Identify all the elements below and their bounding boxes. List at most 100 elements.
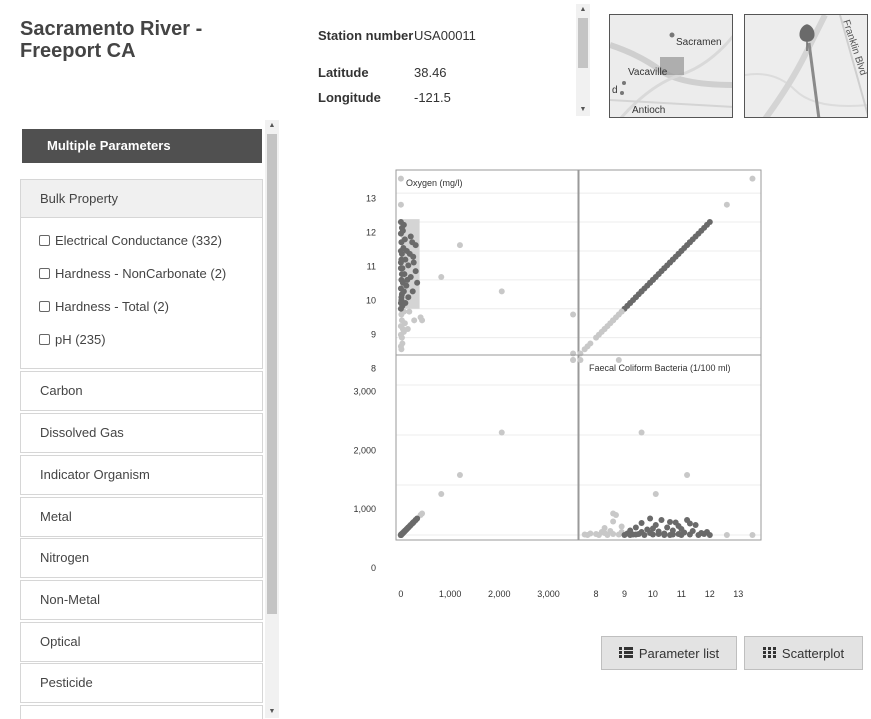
y-tick-label: 10 [366, 295, 376, 305]
checkbox[interactable] [39, 301, 50, 312]
data-point [669, 256, 676, 263]
map-label-antioch: Antioch [632, 105, 665, 116]
scroll-down-arrow-icon[interactable]: ▼ [579, 106, 587, 113]
sidebar-group-indicator-organism[interactable]: Indicator Organism [20, 455, 263, 495]
sidebar-group-partial [20, 705, 263, 719]
station-info-panel: Station number USA00011 Latitude 38.46 L… [318, 10, 590, 118]
checkbox[interactable] [39, 235, 50, 246]
station-number-row: Station number USA00011 [318, 10, 476, 60]
data-point [655, 531, 662, 537]
data-point [570, 357, 577, 363]
y-tick-label: 9 [371, 330, 376, 340]
data-point [658, 517, 665, 523]
overview-map[interactable]: Sacramen Vacaville d Antioch [609, 14, 733, 118]
x-tick-label: 2,000 [488, 589, 511, 599]
scroll-up-arrow-icon[interactable]: ▲ [268, 122, 276, 129]
scatterplot-matrix-canvas[interactable]: Oxygen (mg/l) Faecal Coliform Bacteria (1… [330, 150, 810, 610]
data-point [405, 262, 412, 269]
x-tick-label: 8 [594, 589, 599, 599]
data-point [498, 288, 505, 295]
data-point [409, 239, 416, 246]
sidebar-group-bulk-property: Bulk Property Electrical Conductance (33… [20, 179, 263, 369]
scrollbar-thumb[interactable] [578, 18, 588, 68]
y-tick-label: 12 [366, 227, 376, 237]
data-point [638, 429, 645, 436]
station-info-scrollbar[interactable]: ▲ ▼ [576, 4, 590, 116]
scroll-down-arrow-icon[interactable]: ▼ [268, 708, 276, 715]
scrollbar-thumb[interactable] [267, 134, 277, 614]
data-point [627, 299, 634, 306]
longitude-label: Longitude [318, 90, 381, 105]
checkbox[interactable] [39, 334, 50, 345]
data-point [411, 317, 418, 324]
data-point [570, 311, 577, 318]
sidebar-group-nitrogen[interactable]: Nitrogen [20, 538, 263, 578]
scroll-up-arrow-icon[interactable]: ▲ [579, 6, 587, 13]
sidebar-header-multiple-parameters[interactable]: Multiple Parameters [22, 129, 262, 163]
data-point [641, 532, 648, 538]
scatterplot-matrix[interactable]: Oxygen (mg/l) Faecal Coliform Bacteria (1… [330, 150, 810, 615]
latitude-label: Latitude [318, 65, 369, 80]
data-point [686, 239, 693, 246]
sidebar-group-dissolved-gas[interactable]: Dissolved Gas [20, 413, 263, 453]
data-point [584, 343, 591, 350]
data-point [661, 265, 668, 272]
data-point [397, 201, 404, 208]
data-point [584, 532, 591, 538]
sidebar-group-pesticide[interactable]: Pesticide [20, 663, 263, 703]
variable-label: Oxygen (mg/l) [406, 178, 463, 188]
sidebar-scrollbar[interactable]: ▲ ▼ [265, 120, 279, 718]
data-point [601, 325, 608, 332]
data-point [398, 276, 405, 283]
sidebar-group-metal[interactable]: Metal [20, 497, 263, 537]
data-point [632, 531, 639, 538]
data-point [407, 233, 414, 240]
param-label: Hardness - Total (2) [55, 299, 169, 314]
y-tick-label: 11 [367, 261, 376, 271]
checkbox[interactable] [39, 268, 50, 279]
sidebar-group-optical[interactable]: Optical [20, 622, 263, 662]
data-point [706, 219, 713, 226]
data-point [398, 256, 405, 263]
data-point [723, 532, 730, 538]
data-point [438, 491, 445, 497]
param-label: pH (235) [55, 332, 106, 347]
param-label: Hardness - NonCarbonate (2) [55, 266, 227, 281]
param-ph[interactable]: pH (235) [21, 323, 262, 356]
grid-icon [762, 646, 776, 661]
scatterplot-button[interactable]: Scatterplot [744, 636, 863, 670]
data-point [577, 357, 584, 363]
map-viewport-box [660, 57, 684, 75]
data-point [649, 531, 656, 538]
y-tick-label: 13 [366, 193, 376, 203]
data-point [410, 259, 417, 266]
data-point [610, 531, 617, 537]
x-tick-label: 10 [648, 589, 658, 599]
param-electrical-conductance[interactable]: Electrical Conductance (332) [21, 224, 262, 257]
detail-map[interactable]: Franklin Blvd [744, 14, 868, 118]
param-hardness-noncarbonate[interactable]: Hardness - NonCarbonate (2) [21, 257, 262, 290]
sidebar-group-carbon[interactable]: Carbon [20, 371, 263, 411]
param-hardness-total[interactable]: Hardness - Total (2) [21, 290, 262, 323]
map-label-d: d [612, 85, 618, 96]
map-label-vacaville: Vacaville [628, 67, 668, 78]
x-tick-label: 9 [622, 589, 627, 599]
sidebar-group-bulk-property-header[interactable]: Bulk Property [21, 180, 262, 218]
data-point [689, 528, 696, 534]
sidebar-group-non-metal[interactable]: Non-Metal [20, 580, 263, 620]
longitude-value: -121.5 [414, 90, 451, 105]
data-point [397, 175, 404, 182]
data-point [684, 472, 691, 478]
data-point [405, 294, 412, 301]
data-point [692, 522, 699, 528]
data-point [706, 532, 713, 538]
scatter-cell-frame [395, 354, 579, 541]
parameter-list-button[interactable]: Parameter list [601, 636, 737, 670]
data-point [401, 236, 408, 243]
data-point [456, 242, 463, 249]
y-tick-label: 1,000 [353, 504, 376, 514]
data-point [414, 279, 421, 286]
data-point [638, 288, 645, 295]
map-label-sacramento: Sacramen [676, 37, 722, 48]
data-point [397, 219, 404, 226]
